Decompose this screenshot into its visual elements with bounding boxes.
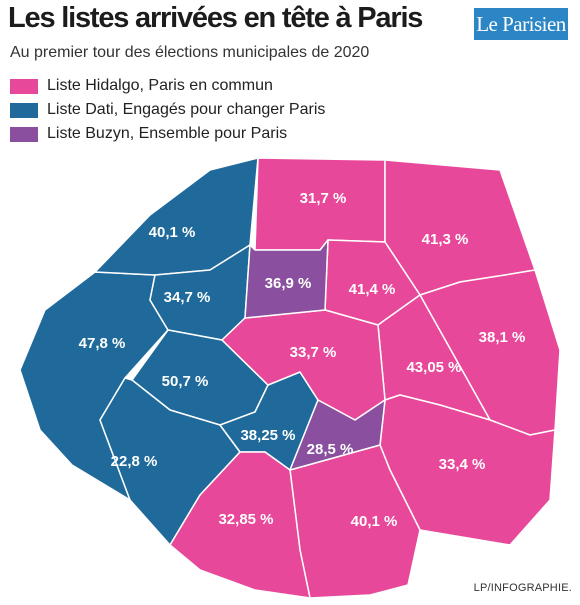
label-district-13: 40,1 % xyxy=(351,513,398,530)
legend-item-dati: Liste Dati, Engagés pour changer Paris xyxy=(10,98,325,122)
label-district-20: 38,1 % xyxy=(479,329,526,346)
le-parisien-logo: Le Parisien xyxy=(474,8,568,40)
district-14[interactable] xyxy=(169,451,311,599)
label-district-19: 41,3 % xyxy=(422,231,469,248)
label-district-12: 33,4 % xyxy=(439,456,486,473)
legend-label-buzyn: Liste Buzyn, Ensemble pour Paris xyxy=(47,125,288,142)
legend-item-buzyn: Liste Buzyn, Ensemble pour Paris xyxy=(10,122,325,146)
legend-swatch-hidalgo xyxy=(10,78,38,94)
label-district-8: 34,7 % xyxy=(164,289,211,306)
label-district-5: 28,5 % xyxy=(307,441,354,458)
label-district-16: 47,8 % xyxy=(79,335,126,352)
label-district-11: 43,05 % xyxy=(406,359,461,376)
label-district-14: 32,85 % xyxy=(218,511,273,528)
label-district-centre: 33,7 % xyxy=(290,344,337,361)
map-subtitle: Au premier tour des élections municipale… xyxy=(10,44,370,61)
label-district-17: 40,1 % xyxy=(149,224,196,241)
legend-label-dati: Liste Dati, Engagés pour changer Paris xyxy=(47,101,326,118)
label-district-18: 31,7 % xyxy=(300,190,347,207)
label-district-6: 38,25 % xyxy=(240,427,295,444)
map-title: Les listes arrivées en tête à Paris xyxy=(8,2,423,34)
legend-label-hidalgo: Liste Hidalgo, Paris en commun xyxy=(47,77,273,94)
legend: Liste Hidalgo, Paris en commun Liste Dat… xyxy=(10,74,325,146)
district-5[interactable] xyxy=(289,399,386,471)
legend-item-hidalgo: Liste Hidalgo, Paris en commun xyxy=(10,74,325,98)
district-9[interactable] xyxy=(244,239,329,319)
label-district-15: 22,8 % xyxy=(111,453,158,470)
label-district-9: 36,9 % xyxy=(265,275,312,292)
legend-swatch-buzyn xyxy=(10,126,38,142)
legend-swatch-dati xyxy=(10,102,38,118)
label-district-7: 50,7 % xyxy=(162,373,209,390)
credit: LP/INFOGRAPHIE. xyxy=(473,582,572,594)
label-district-10: 41,4 % xyxy=(349,281,396,298)
